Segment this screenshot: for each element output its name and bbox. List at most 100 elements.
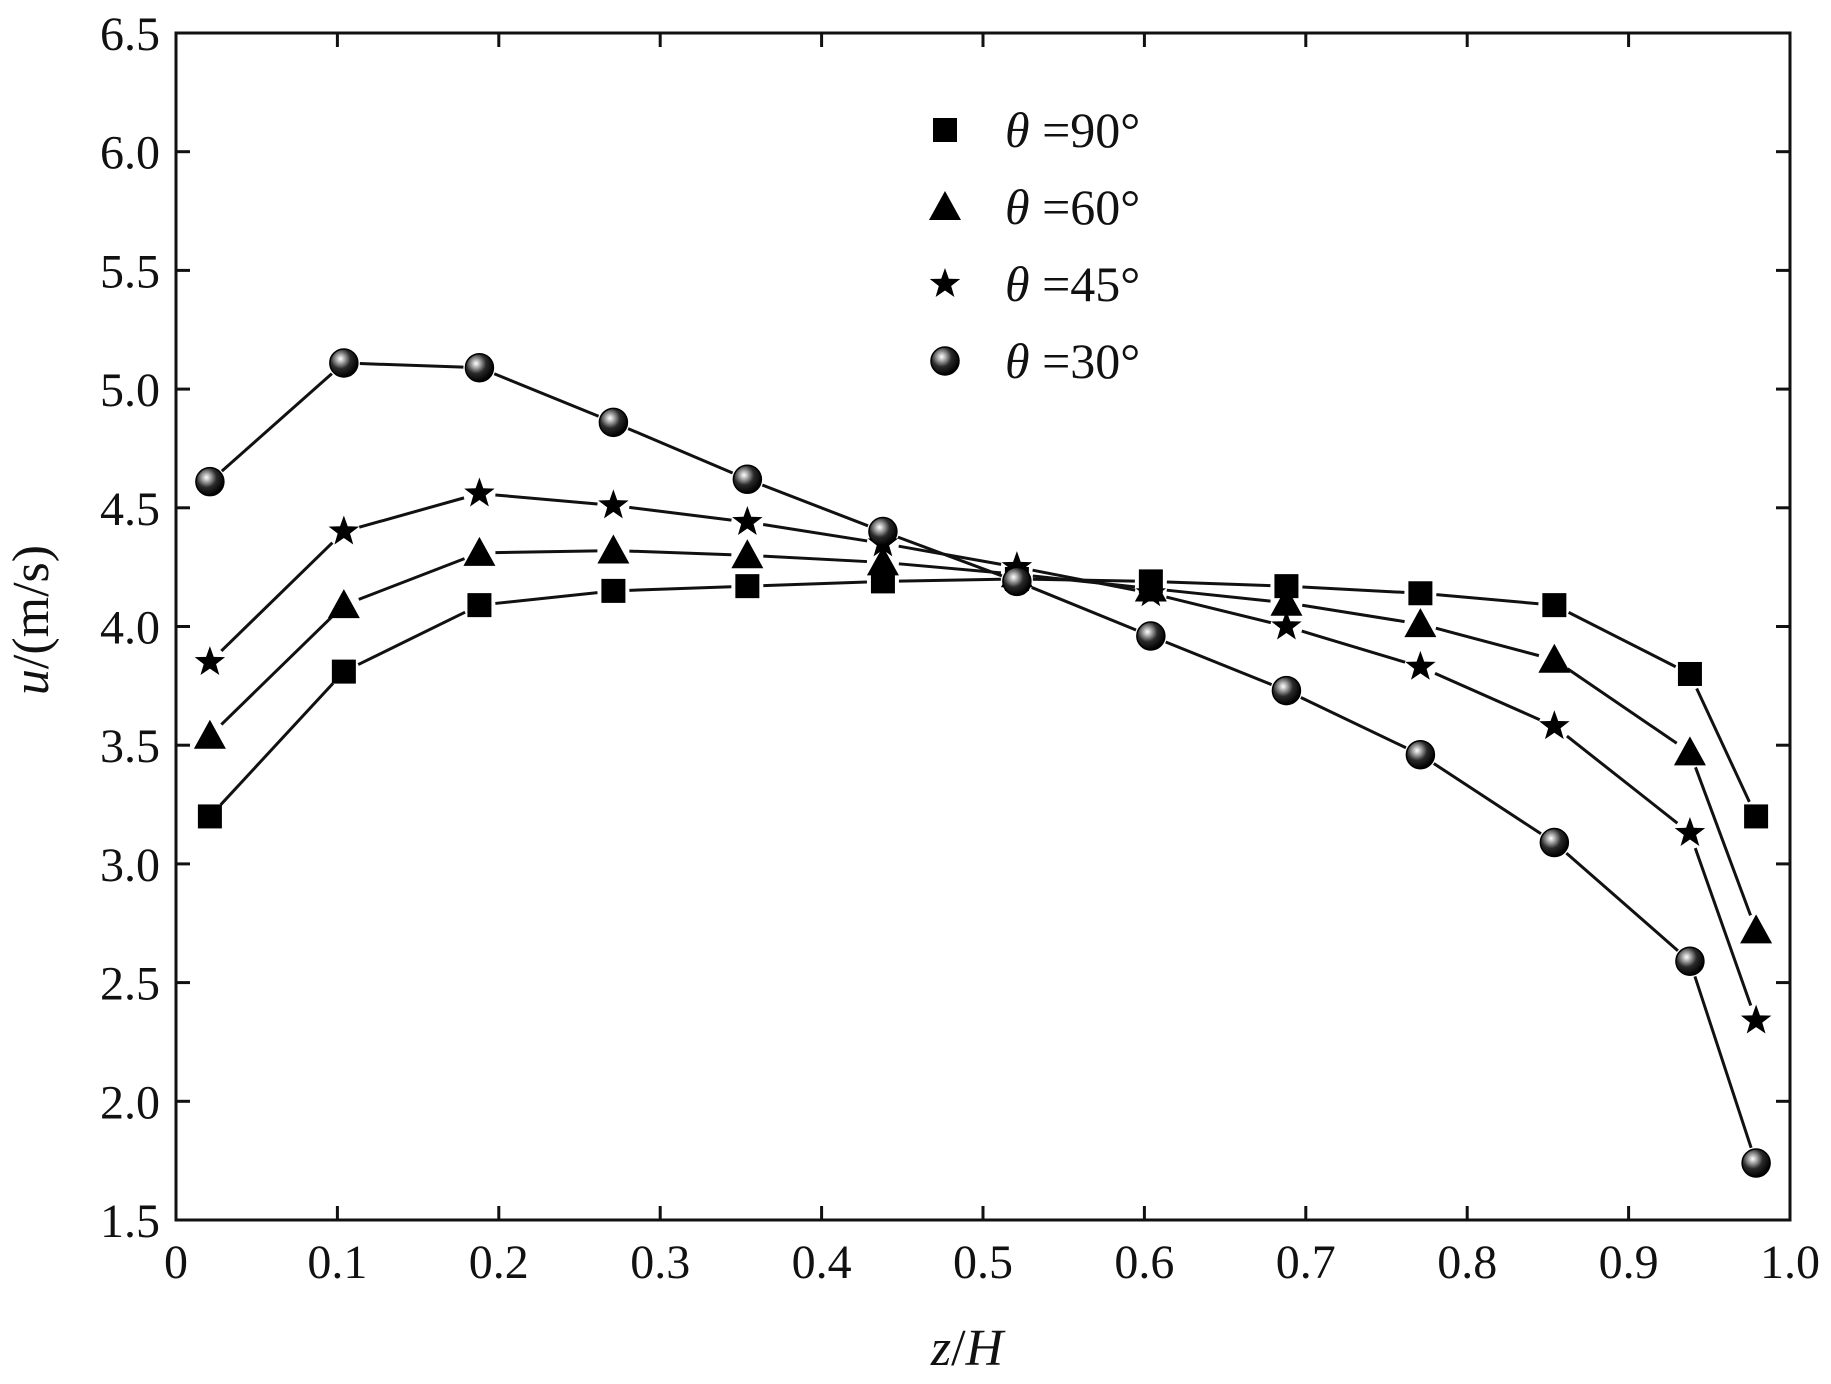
data-point bbox=[331, 659, 356, 684]
legend: θ =90°θ =60° θ =45° θ =30° bbox=[929, 102, 1140, 389]
x-tick-label: 1.0 bbox=[1760, 1236, 1820, 1289]
series-line-segment bbox=[629, 505, 732, 522]
series-line-segment bbox=[493, 372, 600, 418]
legend-value: =60° bbox=[1030, 179, 1141, 235]
x-axis-sep: / bbox=[951, 1320, 966, 1377]
series-line-segment bbox=[898, 562, 1002, 575]
legend-item: θ =45° bbox=[929, 256, 1140, 312]
data-point bbox=[463, 536, 496, 566]
series-line-segment bbox=[627, 427, 734, 475]
data-point bbox=[1405, 650, 1436, 680]
data-point bbox=[1271, 675, 1302, 706]
legend-marker bbox=[929, 191, 961, 220]
y-axis-label: u/(m/s) bbox=[3, 545, 60, 695]
data-point bbox=[598, 407, 629, 438]
series-line-segment bbox=[762, 523, 868, 543]
data-point bbox=[597, 534, 630, 564]
series-line-segment bbox=[1566, 667, 1678, 745]
data-point bbox=[195, 466, 225, 497]
legend-marker bbox=[930, 346, 960, 376]
series-line-segment bbox=[220, 372, 333, 473]
series-line-segment bbox=[1031, 586, 1137, 632]
series-line-segment bbox=[495, 493, 598, 506]
data-point bbox=[732, 506, 763, 535]
series-line-segment bbox=[495, 549, 598, 555]
data-point bbox=[1001, 551, 1033, 581]
series-line-segment bbox=[220, 615, 334, 726]
data-point bbox=[735, 574, 760, 599]
series-line-segment bbox=[358, 557, 466, 601]
data-point bbox=[1674, 817, 1706, 846]
y-tick-label: 4.0 bbox=[100, 602, 160, 655]
series-line-segment bbox=[1032, 568, 1136, 592]
legend-marker bbox=[933, 118, 957, 142]
series-line-segment bbox=[761, 483, 869, 528]
legend-label: θ =45° bbox=[1005, 256, 1140, 312]
series-line-segment bbox=[1567, 611, 1677, 669]
series-line-segment bbox=[359, 362, 464, 369]
series-square bbox=[197, 567, 1769, 829]
series-line-segment bbox=[898, 577, 1001, 583]
series-line-segment bbox=[357, 610, 466, 666]
x-tick-label: 0.3 bbox=[630, 1236, 690, 1289]
series-line-segment bbox=[1165, 640, 1273, 687]
y-tick-label: 5.5 bbox=[100, 245, 160, 298]
y-tick-label: 2.5 bbox=[100, 958, 160, 1011]
y-axis-var: u bbox=[3, 669, 60, 695]
x-tick-label: 0.7 bbox=[1276, 1236, 1336, 1289]
legend-item: θ =90° bbox=[933, 102, 1140, 158]
data-point bbox=[464, 352, 495, 383]
series-line-segment bbox=[1166, 580, 1271, 588]
y-tick-label: 5.0 bbox=[100, 364, 160, 417]
series-line-segment bbox=[1434, 671, 1541, 722]
series-line-segment bbox=[1166, 595, 1272, 625]
data-point bbox=[598, 489, 629, 519]
data-point bbox=[1744, 804, 1769, 829]
data-point bbox=[1677, 661, 1702, 686]
legend-value: =90° bbox=[1030, 102, 1141, 158]
data-point bbox=[194, 646, 226, 676]
series-line-segment bbox=[1694, 766, 1752, 916]
x-tick-label: 0.4 bbox=[792, 1236, 852, 1289]
data-point bbox=[1741, 1148, 1771, 1178]
y-axis-unit: /(m/s) bbox=[3, 545, 60, 669]
series-line-segment bbox=[495, 591, 598, 605]
data-point bbox=[1270, 586, 1303, 616]
legend-value: =30° bbox=[1030, 333, 1141, 389]
data-point bbox=[731, 539, 764, 569]
x-tick-label: 0.8 bbox=[1437, 1236, 1497, 1289]
series-line-segment bbox=[219, 682, 335, 806]
data-point bbox=[329, 348, 359, 378]
data-point bbox=[1673, 736, 1706, 766]
series-line-segment bbox=[1301, 629, 1406, 664]
plot-frame bbox=[174, 31, 1792, 1222]
data-point bbox=[1405, 739, 1436, 770]
series-line-segment bbox=[1695, 687, 1751, 803]
series-line-segment bbox=[763, 580, 867, 588]
data-point bbox=[1408, 581, 1433, 606]
x-axis-var: z bbox=[930, 1320, 951, 1377]
data-point bbox=[1136, 621, 1166, 651]
series-triangle bbox=[193, 534, 1773, 944]
y-tick-label: 3.5 bbox=[100, 720, 160, 773]
series-star bbox=[194, 477, 1772, 1034]
series-layer bbox=[193, 348, 1773, 1178]
data-point bbox=[1675, 946, 1705, 976]
data-point bbox=[1271, 610, 1302, 640]
series-sphere bbox=[195, 348, 1771, 1178]
data-point bbox=[1538, 643, 1571, 673]
data-point bbox=[1542, 593, 1567, 618]
series-line-segment bbox=[1436, 593, 1539, 606]
series-line-segment bbox=[358, 496, 465, 529]
series-line-segment bbox=[220, 541, 334, 653]
legend-theta: θ bbox=[1005, 102, 1030, 158]
data-point bbox=[732, 464, 763, 495]
series-line-segment bbox=[1435, 626, 1540, 658]
y-tick-label: 6.0 bbox=[100, 127, 160, 180]
x-tick-label: 0.9 bbox=[1599, 1236, 1659, 1289]
data-point bbox=[1740, 1004, 1772, 1034]
x-tick-label: 0.2 bbox=[469, 1236, 529, 1289]
legend-label: θ =30° bbox=[1005, 333, 1140, 389]
legend-marker bbox=[929, 268, 961, 297]
